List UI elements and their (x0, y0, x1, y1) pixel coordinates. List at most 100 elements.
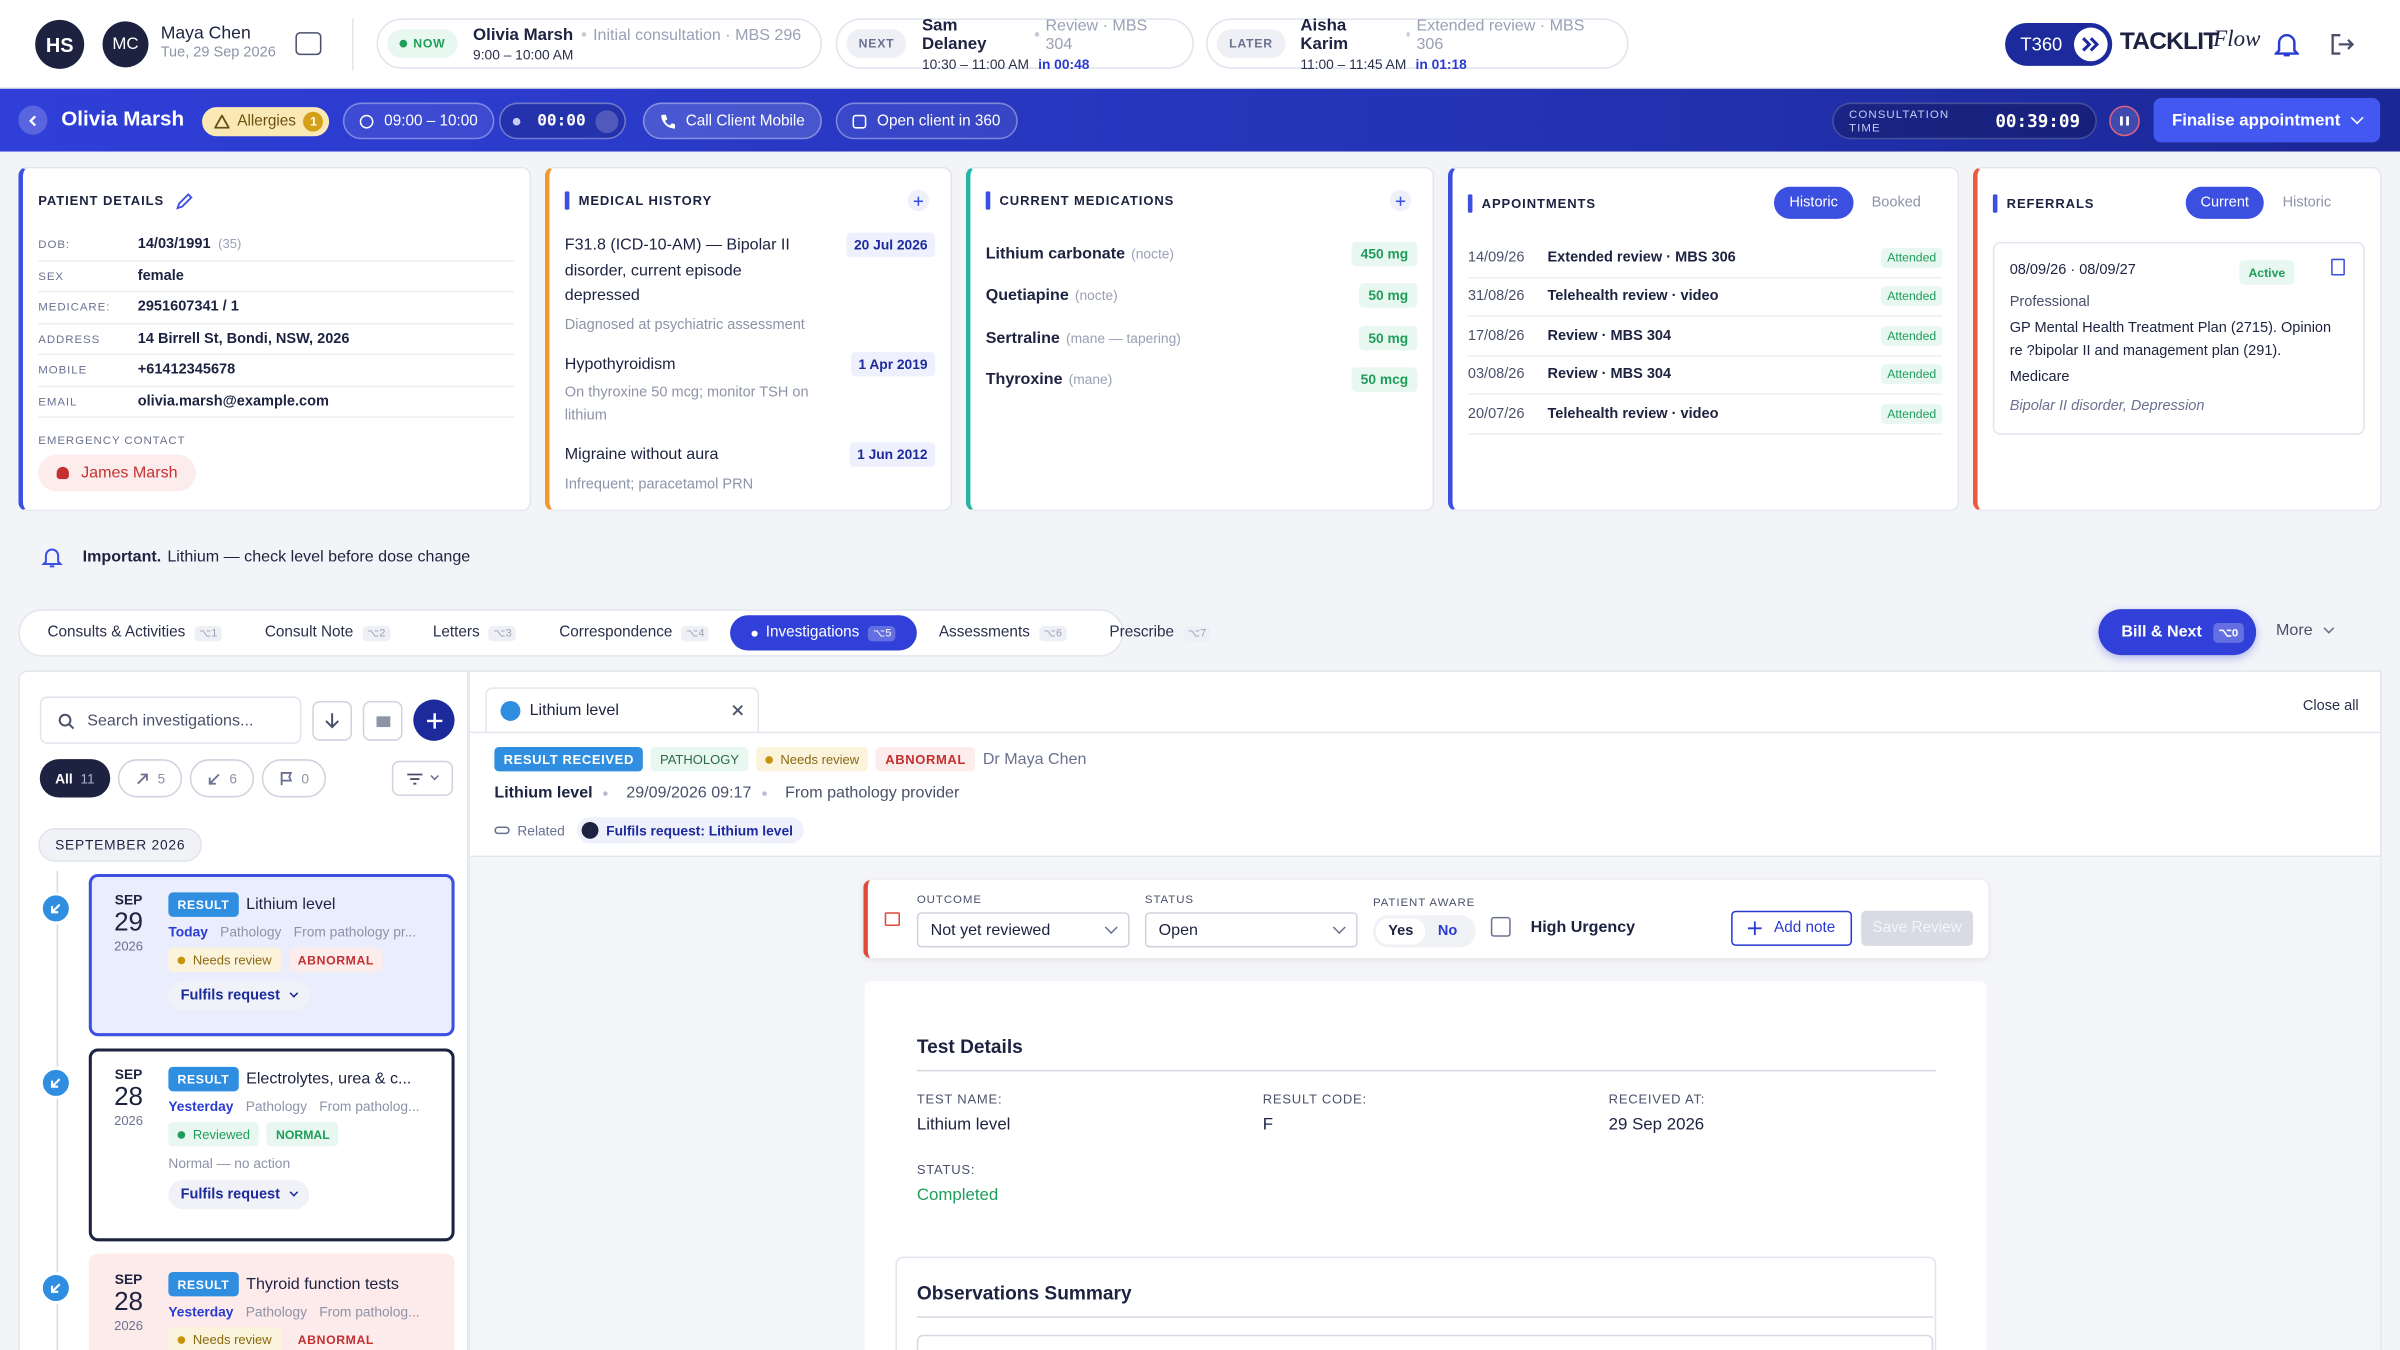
tab[interactable]: Correspondence ⌥4 (538, 615, 731, 650)
observations-table (916, 1334, 1934, 1350)
appointment-date: 14/09/26 (1467, 249, 1525, 266)
allergies[interactable]: Allergies 1 (202, 107, 330, 137)
calendar-button[interactable] (295, 32, 322, 56)
queue-item[interactable]: NEXT Sam Delaney Review · MBS 304 10:30 – 1… (835, 16, 1194, 71)
sort-button[interactable] (391, 760, 454, 796)
segment-tab[interactable]: Historic (1774, 186, 1854, 219)
medical-history-header: MEDICAL HISTORY (564, 190, 935, 211)
urgency[interactable]: High Urgency (1490, 916, 1635, 937)
outcome-select[interactable]: Not yet reviewed (916, 912, 1130, 948)
urgency-checkbox[interactable] (1490, 916, 1511, 937)
tab-label: Consults & Activities (47, 624, 186, 642)
close-all[interactable]: Close all (2302, 697, 2359, 715)
aware-yes[interactable]: Yes (1376, 918, 1426, 945)
brand-badge[interactable]: T360 (2005, 22, 2113, 66)
fulfils-link[interactable]: Fulfils request (168, 981, 310, 1011)
recorder[interactable]: 00:00 (498, 102, 626, 140)
day: 28 (114, 1082, 144, 1112)
history-item[interactable]: Migraine without aura 1 Jun 2012 Infrequen… (564, 442, 936, 495)
logout[interactable] (2330, 32, 2355, 56)
appointment[interactable]: 03/08/26 Review · MBS 304 Attended (1467, 356, 1943, 395)
tab[interactable]: Prescribe ⌥7 (1088, 615, 1232, 650)
add-note[interactable]: Add note (1731, 910, 1853, 946)
queue-item[interactable]: LATER Aisha Karim Extended review · MBS 30… (1206, 16, 1629, 71)
filter-chip[interactable]: All 11 (39, 759, 110, 798)
appointment[interactable]: 31/08/26 Telehealth review · video Attende… (1467, 278, 1943, 317)
download-button[interactable] (312, 701, 353, 741)
save-review[interactable]: Save Review (1861, 910, 1973, 946)
history-item[interactable]: F31.8 (ICD-10-AM) — Bipolar II disorder,… (564, 232, 936, 336)
history-item[interactable]: Hypothyroidism 1 Apr 2019 On thyroxine 50 … (565, 351, 936, 427)
notifications[interactable] (2274, 31, 2299, 59)
appointment[interactable]: 20/07/26 Telehealth review · video Attende… (1467, 395, 1943, 434)
investigation[interactable]: SEP 28 2026 RESULT Thyroid function tests Yes… (88, 1253, 455, 1350)
more-label: More (2276, 621, 2313, 640)
add-investigation[interactable] (413, 699, 455, 741)
queue-item[interactable]: NOW Olivia Marsh Initial consultation · MB… (376, 18, 822, 69)
detail-tab[interactable]: Lithium level (485, 687, 760, 732)
add-medication[interactable] (1389, 189, 1412, 212)
segment-tab[interactable]: Booked (1871, 194, 1921, 212)
investigation[interactable]: SEP 28 2026 RESULT Electrolytes, urea & c...… (88, 1048, 455, 1242)
document-icon[interactable] (2331, 258, 2345, 276)
tab[interactable]: Consult Note ⌥2 (243, 615, 411, 650)
investigation-detail: Lithium level Close all RESULT RECEIVED … (468, 670, 2382, 1350)
open-360[interactable]: Open client in 360 (835, 102, 1018, 140)
status-select[interactable]: Open (1144, 912, 1358, 948)
aware-toggle[interactable]: Yes No (1372, 915, 1476, 948)
received-value: 29 Sep 2026 (1608, 1115, 1705, 1135)
tab[interactable]: Investigations ⌥5 (730, 615, 918, 651)
appointment[interactable]: 14/09/26 Extended review · MBS 306 Attende… (1467, 239, 1943, 278)
referral-conditions: Bipolar II disorder, Depression (2009, 397, 2205, 415)
emergency-contact[interactable]: James Marsh (38, 454, 196, 492)
record-dot (512, 117, 521, 125)
history-name: Migraine without aura (564, 445, 719, 464)
view-button[interactable] (362, 701, 403, 741)
tab[interactable]: Letters ⌥3 (411, 615, 537, 650)
referral-card[interactable]: 08/09/26 · 08/09/27 Active Professional … (1992, 241, 2365, 435)
appointment[interactable]: 17/08/26 Review · MBS 304 Attended (1467, 317, 1943, 356)
field-text: +61412345678 (137, 361, 236, 379)
medication[interactable]: Lithium carbonate (nocte) 450 mg (986, 233, 1418, 275)
test-status-value: Completed (916, 1186, 999, 1205)
add-history[interactable] (907, 189, 930, 212)
history-name: F31.8 (ICD-10-AM) — Bipolar II disorder,… (564, 235, 790, 305)
detail-badges: RESULT RECEIVED PATHOLOGY Needs review A… (494, 746, 1086, 772)
medication[interactable]: Thyroxine (mane) 50 mcg (986, 359, 1418, 401)
tab[interactable]: Consults & Activities ⌥1 (26, 615, 243, 650)
medication[interactable]: Sertraline (mane — tapering) 50 mg (986, 317, 1418, 359)
pause-button[interactable] (2109, 105, 2140, 137)
more-menu[interactable]: More (2276, 621, 2335, 640)
allergy-count: 1 (303, 111, 324, 132)
call-button[interactable]: Call Client Mobile (642, 102, 822, 140)
appointment-left: 17/08/26 Review · MBS 304 (1468, 327, 1671, 344)
aware-no[interactable]: No (1437, 922, 1458, 940)
close-tab[interactable] (732, 704, 744, 716)
tab[interactable]: Assessments ⌥6 (917, 615, 1088, 650)
search-box[interactable]: Search investigations... (39, 696, 302, 744)
patient-details-header: PATIENT DETAILS (38, 190, 514, 211)
appointment-tabs: Historic Booked (1774, 186, 1936, 219)
filter-chip[interactable]: 0 (261, 759, 326, 798)
user-avatar[interactable]: HS (35, 19, 85, 69)
tab-bar: Consults & Activities ⌥1 Consult Note ⌥2 Let… (18, 609, 1211, 657)
finalise-button[interactable]: Finalise appointment (2153, 97, 2381, 143)
referral-dates: 08/09/26 · 08/09/27 (2009, 261, 2136, 279)
related-link[interactable]: Fulfils request: Lithium level (577, 817, 804, 844)
test-status: STATUS: Completed (917, 1162, 998, 1205)
record-toggle[interactable] (594, 109, 618, 133)
medication-timing: (nocte) (1131, 246, 1175, 262)
review-badge: Needs review (168, 1327, 281, 1350)
fulfils-link[interactable]: Fulfils request (168, 1180, 310, 1210)
filter-chip[interactable]: 5 (117, 759, 182, 798)
flag-badge: ABNORMAL (288, 1327, 384, 1350)
medication[interactable]: Quetiapine (nocte) 50 mg (986, 275, 1418, 317)
filter-chip[interactable]: 6 (189, 759, 254, 798)
back-button[interactable] (18, 105, 48, 135)
segment-tab[interactable]: Current (2185, 186, 2265, 219)
edit-icon[interactable] (176, 192, 193, 209)
segment-tab[interactable]: Historic (2282, 194, 2332, 212)
bill-next[interactable]: Bill & Next ⌥0 (2098, 609, 2257, 656)
appointment-left: 03/08/26 Review · MBS 304 (1468, 366, 1671, 383)
investigation[interactable]: SEP 29 2026 RESULT Lithium level Today Patholo… (88, 873, 455, 1037)
